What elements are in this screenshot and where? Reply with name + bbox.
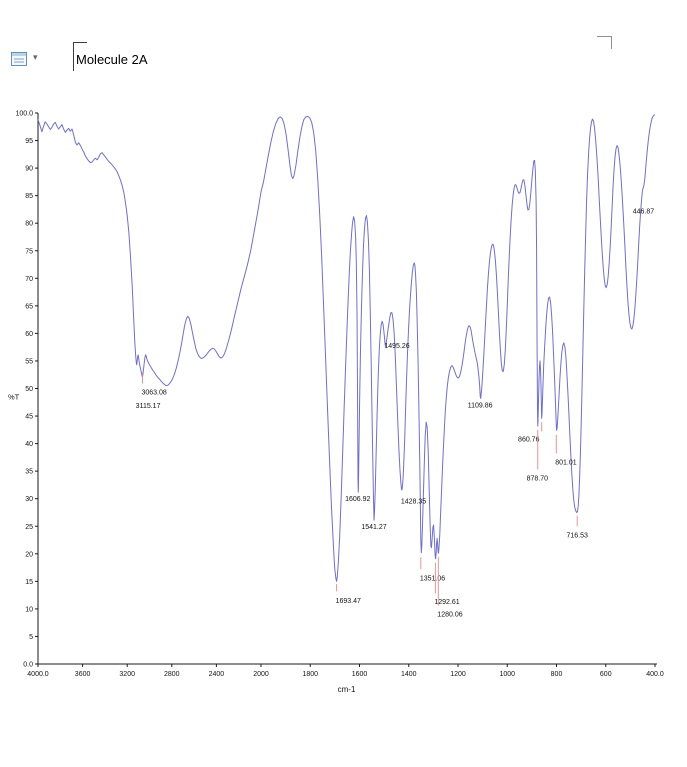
peak-label: 3115.17 <box>136 403 161 410</box>
y-tick-label: 55 <box>25 358 33 365</box>
x-tick-label: 1000 <box>499 671 515 678</box>
x-tick-label: 600 <box>600 671 612 678</box>
y-tick-label: 90 <box>25 166 33 173</box>
x-tick-label: 1200 <box>450 671 466 678</box>
x-tick-label: 4000.0 <box>27 671 49 678</box>
y-tick-label: 80 <box>25 221 33 228</box>
x-tick-label: 2000 <box>253 671 269 678</box>
x-tick-label: 2800 <box>164 671 180 678</box>
peak-label: 1495.26 <box>384 343 409 350</box>
x-axis-title: cm-1 <box>338 685 356 694</box>
text-frame-corner-top-right-edge <box>611 36 612 49</box>
peak-label: 878.70 <box>527 475 549 482</box>
peak-label: 1693.47 <box>336 598 361 605</box>
x-tick-label: 1800 <box>302 671 318 678</box>
y-tick-label: 5 <box>29 634 33 641</box>
text-cursor-line <box>73 42 74 71</box>
y-tick-label: 50 <box>25 386 33 393</box>
y-tick-label: 25 <box>25 524 33 531</box>
y-tick-label: 60 <box>25 331 33 338</box>
y-tick-label: 10 <box>25 606 33 613</box>
y-tick-label: 75 <box>25 248 33 255</box>
chevron-down-icon[interactable]: ▾ <box>33 52 38 62</box>
peak-label: 716.53 <box>566 533 588 540</box>
y-tick-label: 20 <box>25 551 33 558</box>
peak-label: 3063.08 <box>141 389 166 396</box>
peak-label: 1606.92 <box>345 496 370 503</box>
y-tick-label: 85 <box>25 193 33 200</box>
x-tick-label: 3200 <box>119 671 135 678</box>
x-tick-label: 2400 <box>209 671 225 678</box>
y-tick-label: 40 <box>25 441 33 448</box>
document-title[interactable]: Molecule 2A <box>76 52 148 67</box>
y-tick-label: 15 <box>25 579 33 586</box>
x-tick-label: 1400 <box>401 671 417 678</box>
x-tick-label: 400.0 <box>646 671 664 678</box>
embedded-object-icon[interactable] <box>10 51 30 69</box>
peak-label: 1292.61 <box>434 599 459 606</box>
y-tick-label: 30 <box>25 496 33 503</box>
y-tick-label: 95 <box>25 138 33 145</box>
embedded-object-icon-graphic <box>11 52 27 66</box>
peak-label: 1541.27 <box>361 524 386 531</box>
y-tick-label: 0.0 <box>23 662 33 669</box>
peak-label: 1428.35 <box>401 498 426 505</box>
peak-label: 446.87 <box>633 209 655 216</box>
text-frame-corner-top-left <box>73 42 87 43</box>
x-tick-label: 800 <box>551 671 563 678</box>
y-axis-title: %T <box>8 393 20 402</box>
y-tick-label: 70 <box>25 276 33 283</box>
y-tick-label: 100.0 <box>15 111 33 118</box>
x-tick-label: 3600 <box>75 671 91 678</box>
x-tick-label: 1600 <box>352 671 368 678</box>
y-tick-label: 65 <box>25 303 33 310</box>
y-tick-label: 35 <box>25 469 33 476</box>
peak-label: 801.01 <box>555 459 577 466</box>
peak-label: 860.76 <box>518 437 540 444</box>
peak-label: 1351.06 <box>420 576 445 583</box>
text-frame-corner-top-right <box>597 36 612 37</box>
y-tick-label: 45 <box>25 414 33 421</box>
peak-label: 1280.06 <box>437 611 462 618</box>
peak-label: 1109.86 <box>468 403 493 410</box>
spectrum-line <box>37 114 656 582</box>
